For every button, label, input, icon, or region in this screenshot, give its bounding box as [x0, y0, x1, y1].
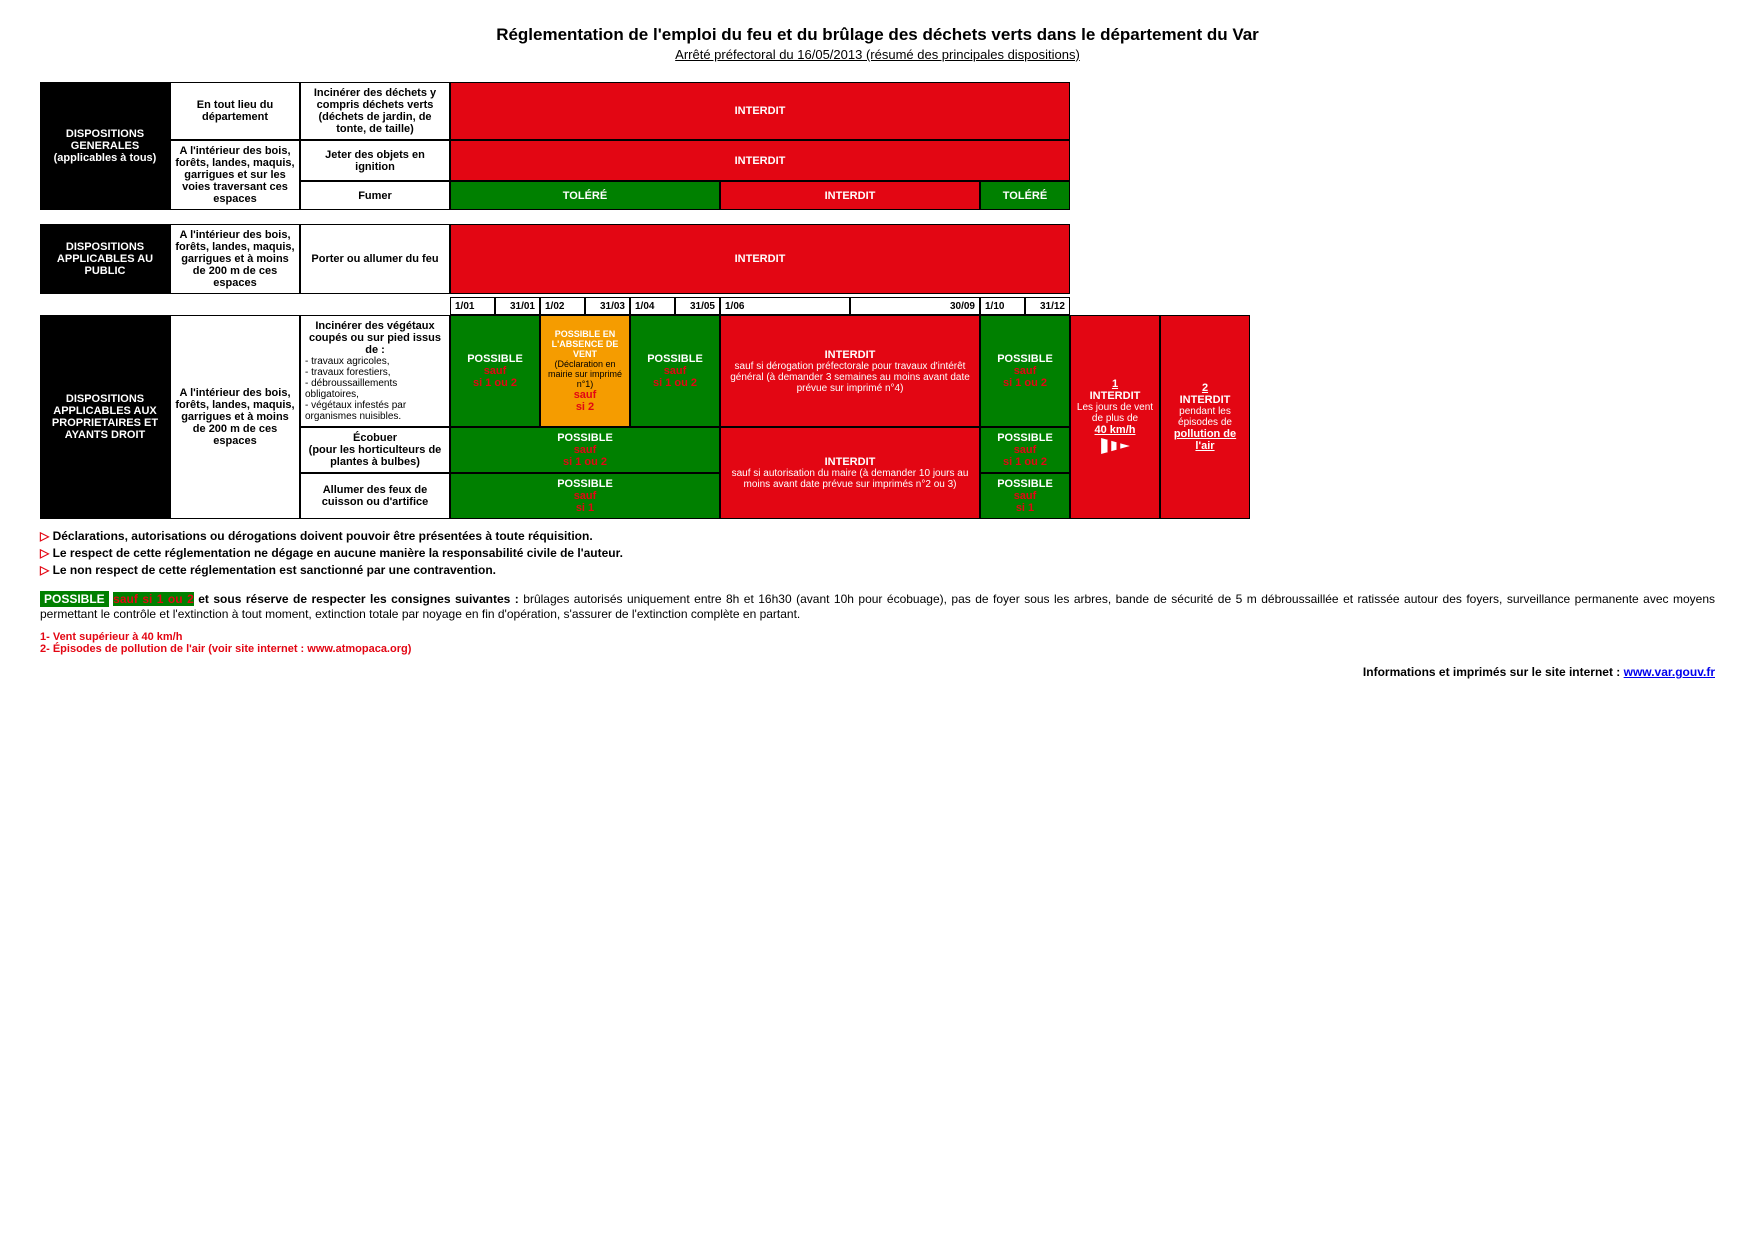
- legend-possible: POSSIBLE: [40, 591, 109, 607]
- date-row: 1/01 31/01 1/02 31/03 1/04 31/05 1/06 30…: [40, 297, 1715, 315]
- r1c4-main: INTERDIT: [825, 349, 876, 361]
- r1c5-main: POSSIBLE: [997, 353, 1053, 365]
- section-public: DISPOSITIONS APPLICABLES AU PUBLIC A l'i…: [40, 224, 1715, 294]
- r2c5: POSSIBLE sauf si 1 ou 2: [980, 427, 1070, 473]
- date-4b: 30/09: [850, 297, 980, 315]
- section1-status3c: TOLÉRÉ: [980, 181, 1070, 210]
- r2c1-sub: sauf si 1 ou 2: [563, 444, 607, 468]
- side1-val: 40 km/h: [1095, 424, 1136, 436]
- triangle-icon: ▷: [40, 563, 49, 577]
- section3-loc: A l'intérieur des bois, forêts, landes, …: [170, 315, 300, 519]
- r3c1: POSSIBLE sauf si 1: [450, 473, 720, 519]
- triangle-icon: ▷: [40, 529, 49, 543]
- section1-header: DISPOSITIONS GENERALES (applicables à to…: [40, 82, 170, 210]
- r2c1: POSSIBLE sauf si 1 ou 2: [450, 427, 720, 473]
- section1-status2: INTERDIT: [450, 140, 1070, 181]
- r1c1-main: POSSIBLE: [467, 353, 523, 365]
- date-4a: 1/06: [720, 297, 850, 315]
- r1c4: INTERDIT sauf si dérogation préfectorale…: [720, 315, 980, 427]
- section1-activity1: Incinérer des déchets y compris déchets …: [300, 82, 450, 140]
- r2c1-main: POSSIBLE: [557, 432, 613, 444]
- section2-status: INTERDIT: [450, 224, 1070, 294]
- r1c1-sub: sauf si 1 ou 2: [473, 365, 517, 389]
- r1c2-sub1: (Déclaration en mairie sur imprimé n°1): [545, 359, 625, 389]
- date-1b: 31/01: [495, 297, 540, 315]
- section3-activity3: Allumer des feux de cuisson ou d'artific…: [300, 473, 450, 519]
- legend-intro: et sous réserve de respecter les consign…: [198, 592, 519, 606]
- date-2b: 31/03: [585, 297, 630, 315]
- section1-status3b: INTERDIT: [720, 181, 980, 210]
- page-title: Réglementation de l'emploi du feu et du …: [40, 25, 1715, 45]
- r1c4-sub: sauf si dérogation préfectorale pour tra…: [725, 361, 975, 394]
- side2-title: INTERDIT: [1180, 394, 1231, 406]
- r1c3-main: POSSIBLE: [647, 353, 703, 365]
- section3-activity2: Écobuer (pour les horticulteurs de plant…: [300, 427, 450, 473]
- r1c3: POSSIBLE sauf si 1 ou 2: [630, 315, 720, 427]
- footer-label: Informations et imprimés sur le site int…: [1363, 665, 1620, 679]
- r2c5-sub: sauf si 1 ou 2: [1003, 444, 1047, 468]
- r1c2-sub2: sauf si 2: [574, 389, 597, 413]
- date-1a: 1/01: [450, 297, 495, 315]
- r1c5-sub: sauf si 1 ou 2: [1003, 365, 1047, 389]
- r3c5-main: POSSIBLE: [997, 478, 1053, 490]
- side2-num: 2: [1202, 382, 1208, 394]
- footer-link[interactable]: www.var.gouv.fr: [1624, 665, 1715, 679]
- section2-activity: Porter ou allumer du feu: [300, 224, 450, 294]
- date-3a: 1/04: [630, 297, 675, 315]
- side-panel-1: 1 INTERDIT Les jours de vent de plus de …: [1070, 315, 1160, 519]
- date-2a: 1/02: [540, 297, 585, 315]
- r2c4: INTERDIT sauf si autorisation du maire (…: [720, 427, 980, 519]
- section1-activity3: Fumer: [300, 181, 450, 210]
- date-5b: 31/12: [1025, 297, 1070, 315]
- r3c1-main: POSSIBLE: [557, 478, 613, 490]
- section1-status3a: TOLÉRÉ: [450, 181, 720, 210]
- section1-status1: INTERDIT: [450, 82, 1070, 140]
- note-2: ▷ Le respect de cette réglementation ne …: [40, 546, 1715, 560]
- r3c5: POSSIBLE sauf si 1: [980, 473, 1070, 519]
- section-proprietaires: DISPOSITIONS APPLICABLES AUX PROPRIETAIR…: [40, 315, 1715, 519]
- section1-loc2: A l'intérieur des bois, forêts, landes, …: [170, 140, 300, 210]
- side1-num: 1: [1112, 378, 1118, 390]
- page-subtitle: Arrêté préfectoral du 16/05/2013 (résumé…: [40, 47, 1715, 62]
- section3-header: DISPOSITIONS APPLICABLES AUX PROPRIETAIR…: [40, 315, 170, 519]
- note3-text: Le non respect de cette réglementation e…: [53, 563, 496, 577]
- triangle-icon: ▷: [40, 546, 49, 560]
- r2c5-main: POSSIBLE: [997, 432, 1053, 444]
- section3-activity1: Incinérer des végétaux coupés ou sur pie…: [300, 315, 450, 427]
- cond-1: 1- Vent supérieur à 40 km/h: [40, 631, 1715, 643]
- note-1: ▷ Déclarations, autorisations ou dérogat…: [40, 529, 1715, 543]
- legend-sauf: sauf si 1 ou 2: [113, 592, 194, 606]
- section2-header: DISPOSITIONS APPLICABLES AU PUBLIC: [40, 224, 170, 294]
- side2-val: pollution de l'air: [1165, 428, 1245, 452]
- date-3b: 31/05: [675, 297, 720, 315]
- note1-text: Déclarations, autorisations ou dérogatio…: [53, 529, 593, 543]
- cond-2: 2- Épisodes de pollution de l'air (voir …: [40, 643, 1715, 655]
- wind-flag-icon: [1100, 436, 1130, 456]
- side2-text: pendant les épisodes de: [1165, 406, 1245, 428]
- r1c2: POSSIBLE EN L'ABSENCE DE VENT (Déclarati…: [540, 315, 630, 427]
- section2-loc: A l'intérieur des bois, forêts, landes, …: [170, 224, 300, 294]
- r2c4-sub: sauf si autorisation du maire (à demande…: [725, 468, 975, 490]
- notes-section: ▷ Déclarations, autorisations ou dérogat…: [40, 529, 1715, 655]
- legend-block: POSSIBLE sauf si 1 ou 2 et sous réserve …: [40, 591, 1715, 621]
- side1-text: Les jours de vent de plus de: [1075, 402, 1155, 424]
- activity1-items: - travaux agricoles, - travaux forestier…: [305, 356, 445, 422]
- note-3: ▷ Le non respect de cette réglementation…: [40, 563, 1715, 577]
- side-panel-2: 2 INTERDIT pendant les épisodes de pollu…: [1160, 315, 1250, 519]
- section-generales: DISPOSITIONS GENERALES (applicables à to…: [40, 82, 1715, 210]
- section1-activity2: Jeter des objets en ignition: [300, 140, 450, 181]
- r1c2-main: POSSIBLE EN L'ABSENCE DE VENT: [545, 329, 625, 359]
- activity1-title: Incinérer des végétaux coupés ou sur pie…: [305, 320, 445, 356]
- r3c5-sub: sauf si 1: [1014, 490, 1037, 514]
- date-5a: 1/10: [980, 297, 1025, 315]
- section1-loc1: En tout lieu du département: [170, 82, 300, 140]
- r2c4-main: INTERDIT: [825, 456, 876, 468]
- side1-title: INTERDIT: [1090, 390, 1141, 402]
- r1c5: POSSIBLE sauf si 1 ou 2: [980, 315, 1070, 427]
- r1c1: POSSIBLE sauf si 1 ou 2: [450, 315, 540, 427]
- page-footer: Informations et imprimés sur le site int…: [40, 665, 1715, 679]
- r1c3-sub: sauf si 1 ou 2: [653, 365, 697, 389]
- note2-text: Le respect de cette réglementation ne dé…: [53, 546, 623, 560]
- r3c1-sub: sauf si 1: [574, 490, 597, 514]
